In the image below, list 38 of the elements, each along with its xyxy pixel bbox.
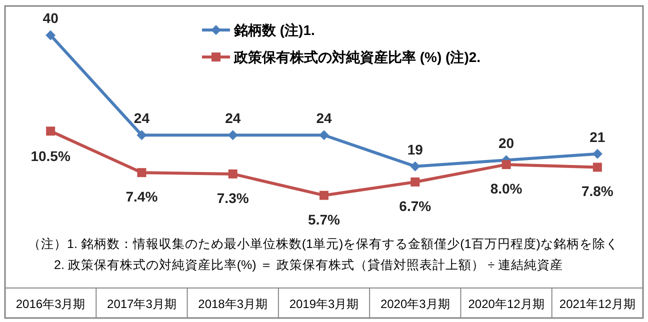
data-label: 21 <box>590 128 606 145</box>
data-label: 24 <box>225 110 241 126</box>
point <box>46 126 56 136</box>
point <box>320 190 328 200</box>
x-tick-label: 2021年12月期 <box>559 297 636 311</box>
x-tick-label: 2017年3月期 <box>107 297 176 311</box>
x-tick-label: 2020年12月期 <box>468 297 544 311</box>
data-label: 5.7% <box>308 211 340 228</box>
data-label: 10.5% <box>30 148 71 164</box>
point <box>410 177 420 186</box>
data-label: 20 <box>498 135 514 152</box>
x-tick-label: 2016年3月期 <box>16 297 86 311</box>
point <box>410 161 420 172</box>
data-label: 6.7% <box>399 198 432 214</box>
data-label: 7.4% <box>126 188 158 205</box>
annotation: 2. 政策保有株式の対純資産比率(%) ＝ 政策保有株式（貸借対照表計上額） ÷ 連結純資産 <box>54 257 564 272</box>
legend-label: 政策保有株式の対純資産比率 (%) (注)2. <box>233 49 481 65</box>
annotation: （注）1. 銘柄数：情報収集のため最小単位株数(1単元)を保有する金額僅少(1百万円程度)な銘柄を除く <box>28 236 618 251</box>
x-tick-label: 2020年3月期 <box>380 297 450 311</box>
point <box>228 130 238 140</box>
data-label: 8.0% <box>490 180 523 197</box>
point <box>228 169 238 178</box>
point <box>592 162 602 172</box>
data-label: 24 <box>134 110 150 126</box>
data-label: 7.3% <box>216 190 250 206</box>
point <box>502 160 511 170</box>
legend-label: 銘柄数 (注)1. <box>233 22 315 38</box>
data-label: 24 <box>316 110 332 126</box>
data-label: 7.8% <box>581 183 614 200</box>
point <box>136 130 147 140</box>
point <box>46 30 56 40</box>
data-label: 19 <box>407 141 424 158</box>
point <box>319 130 329 140</box>
point <box>592 148 602 159</box>
data-label: 40 <box>42 10 59 26</box>
point <box>137 168 146 178</box>
x-tick-label: 2018年3月期 <box>198 297 268 311</box>
x-tick-label: 2019年3月期 <box>289 297 359 311</box>
